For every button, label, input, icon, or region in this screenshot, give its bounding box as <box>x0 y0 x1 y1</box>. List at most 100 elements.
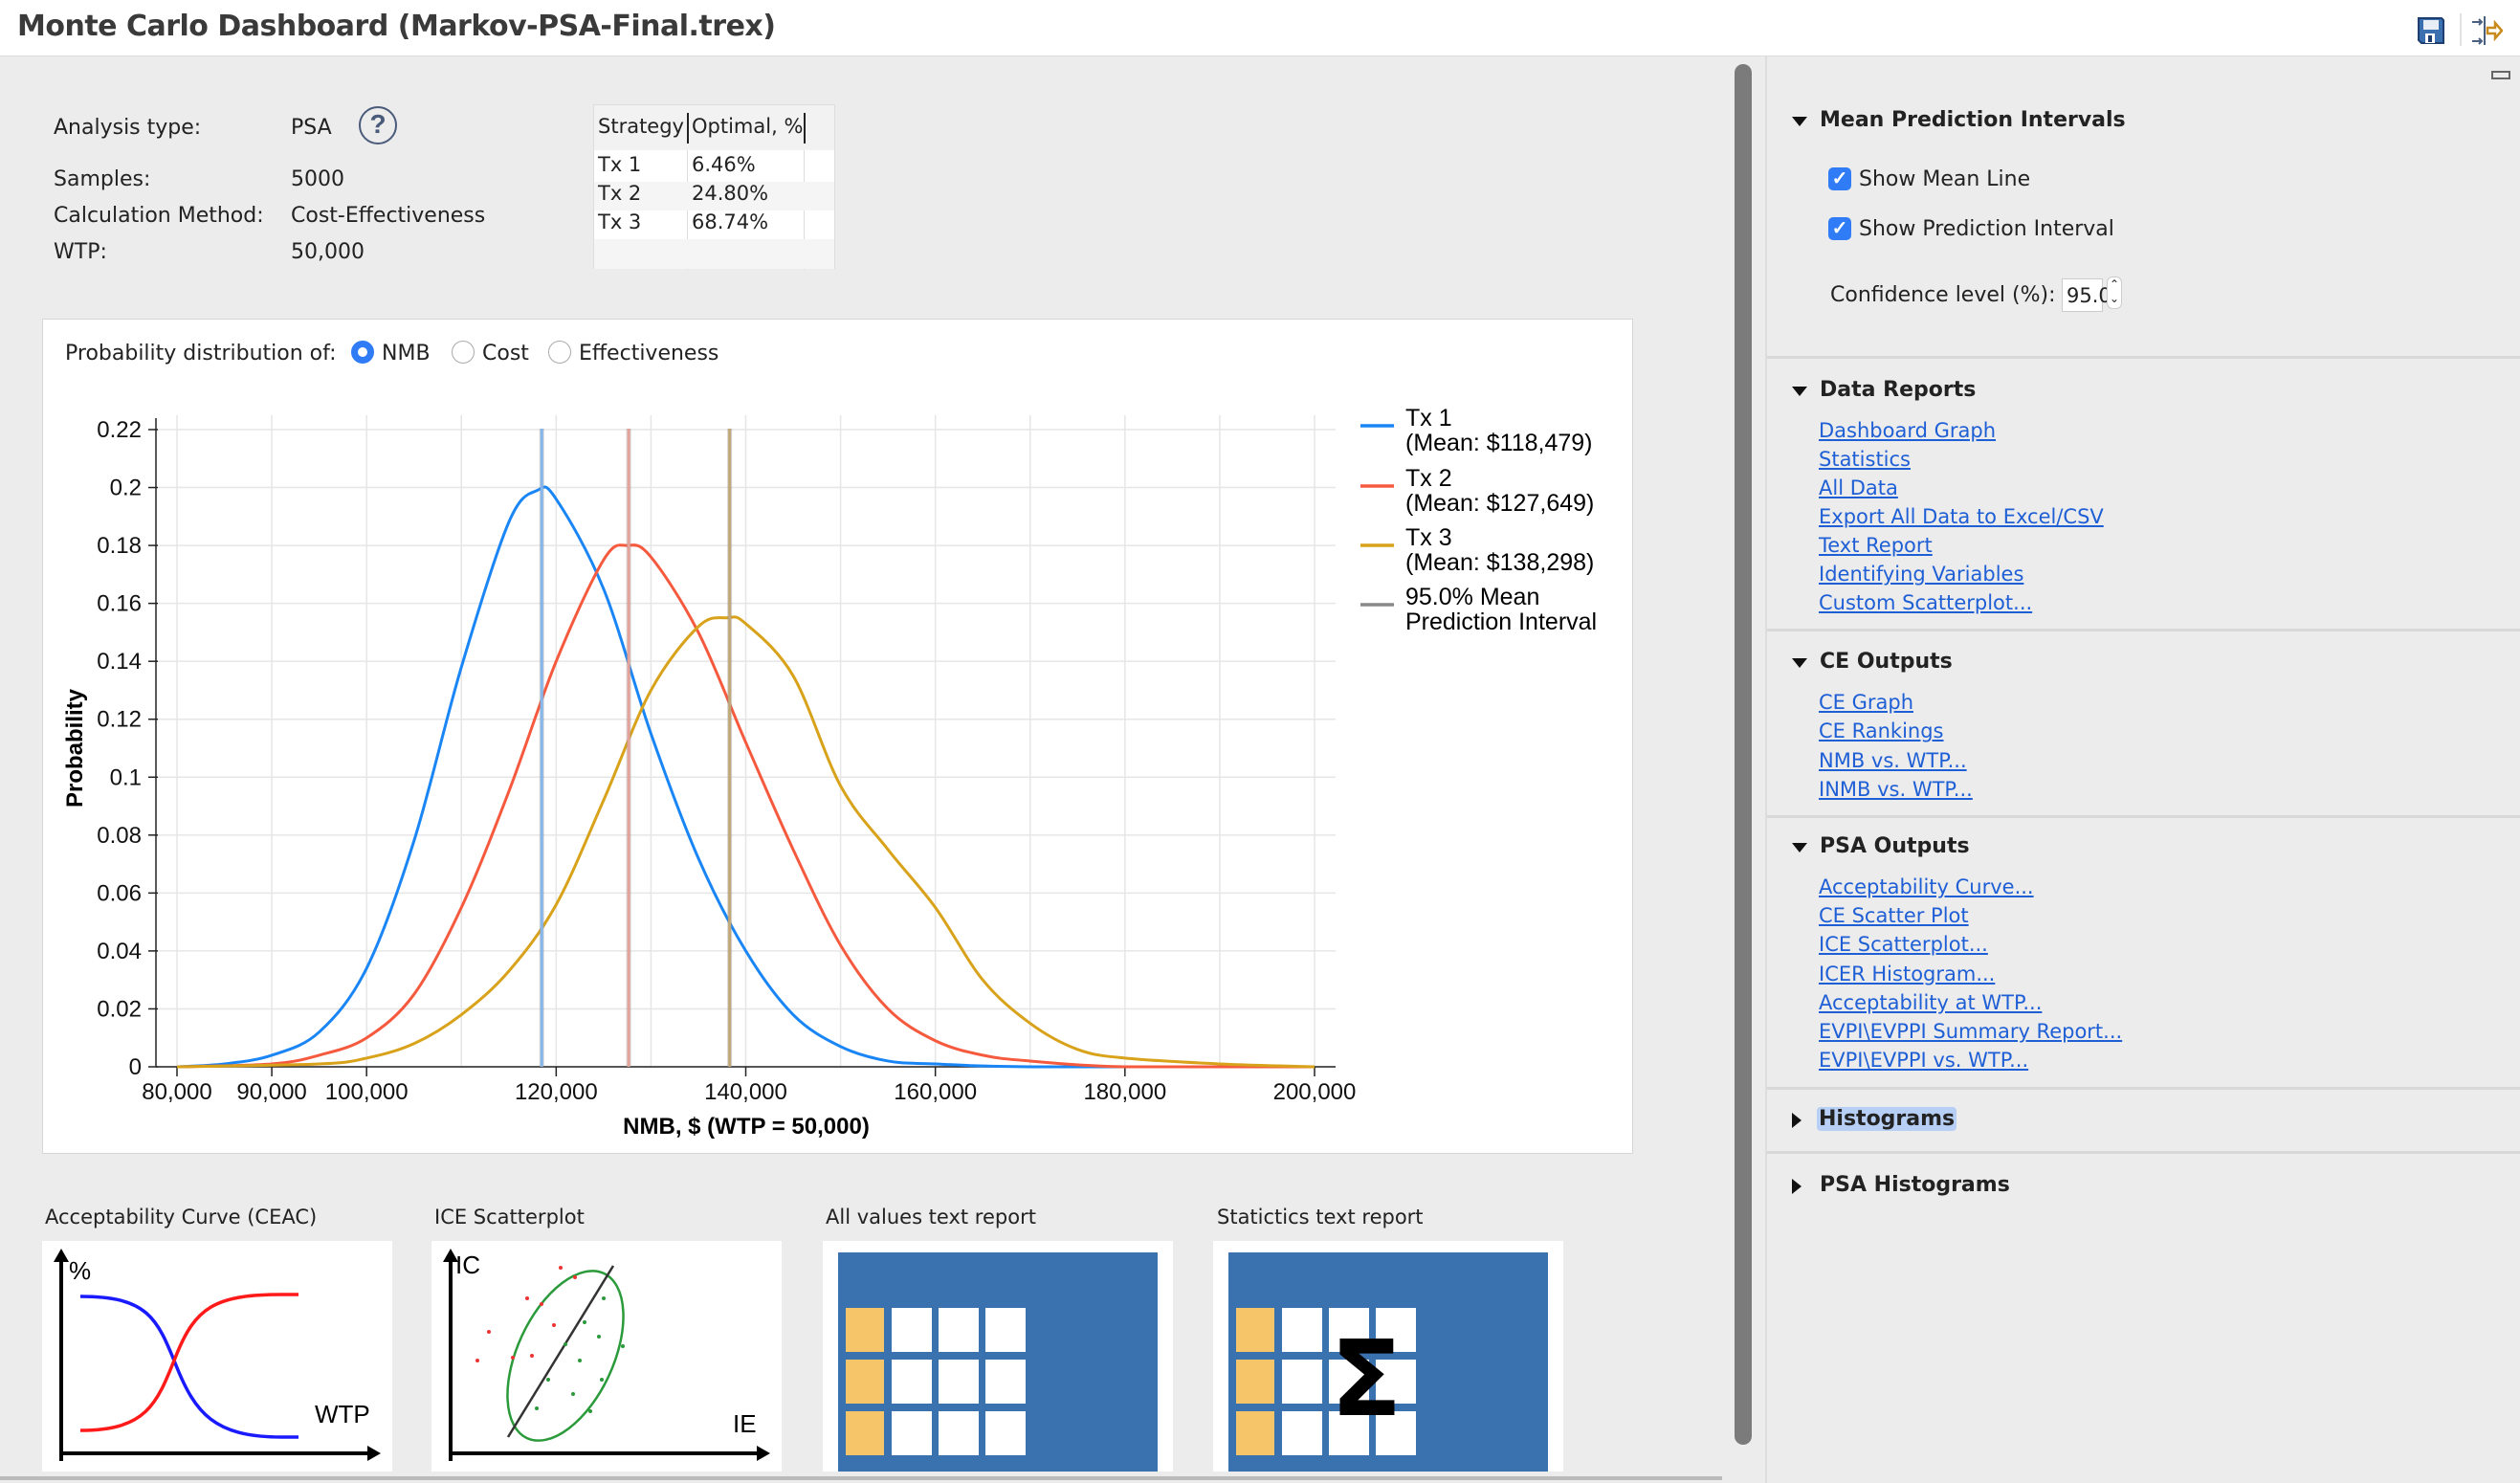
confidence-level-input[interactable]: 95.0 <box>2062 278 2111 312</box>
section-divider <box>1767 815 2520 818</box>
link-custom-scatterplot[interactable]: Custom Scatterplot... <box>1819 591 2033 614</box>
ceac-curve-icon: % WTP <box>54 1249 381 1461</box>
link-ce-scatter-plot[interactable]: CE Scatter Plot <box>1819 904 1969 928</box>
show-mean-line-label[interactable]: Show Mean Line <box>1859 167 2031 191</box>
link-identifying-variables[interactable]: Identifying Variables <box>1819 563 2024 586</box>
vertical-scrollbar[interactable] <box>1735 64 1752 1445</box>
radio-effectiveness-label[interactable]: Effectiveness <box>579 342 719 365</box>
link-ce-rankings[interactable]: CE Rankings <box>1819 719 1944 743</box>
table-cell <box>1282 1411 1322 1455</box>
radio-effectiveness[interactable] <box>548 341 571 364</box>
table-cell <box>1282 1360 1322 1404</box>
table-cell-header <box>846 1308 884 1352</box>
section-data-reports[interactable]: Data Reports <box>1820 378 1977 402</box>
show-prediction-interval-label[interactable]: Show Prediction Interval <box>1859 217 2114 241</box>
table-cell <box>1376 1360 1416 1404</box>
ceac-thumbnail[interactable]: % WTP <box>42 1241 392 1472</box>
link-export-all-data-to-excel-csv[interactable]: Export All Data to Excel/CSV <box>1819 505 2104 528</box>
legend-label: Tx 1 <box>1405 405 1452 432</box>
link-inmb-vs-wtp[interactable]: INMB vs. WTP... <box>1819 777 1973 801</box>
header-strategy[interactable]: Strategy <box>598 115 684 138</box>
show-mean-line-checkbox[interactable]: ✓ <box>1828 167 1851 190</box>
x-tick-label: 90,000 <box>236 1079 306 1105</box>
y-tick-label: 0.2 <box>110 476 142 501</box>
export-arrow-icon[interactable] <box>2470 14 2503 47</box>
y-tick-label: 0.02 <box>97 996 142 1022</box>
samples-label: Samples: <box>54 167 151 191</box>
all-values-report-thumbnail[interactable] <box>823 1241 1173 1472</box>
collapse-triangle-icon[interactable] <box>1792 658 1807 668</box>
link-ice-scatterplot[interactable]: ICE Scatterplot... <box>1819 933 1988 957</box>
link-evpi-evppi-vs-wtp[interactable]: EVPI\EVPPI vs. WTP... <box>1819 1049 2029 1073</box>
table-cell <box>1329 1308 1369 1352</box>
strategy-cell: Tx 3 <box>598 210 642 233</box>
radio-cost-label[interactable]: Cost <box>482 342 529 365</box>
link-nmb-vs-wtp[interactable]: NMB vs. WTP... <box>1819 748 1967 772</box>
table-cell <box>939 1411 979 1455</box>
strategy-cell: Tx 2 <box>598 182 642 205</box>
table-row[interactable]: Tx 1 6.46% <box>594 153 834 182</box>
link-ce-graph[interactable]: CE Graph <box>1819 691 1914 714</box>
link-acceptability-curve[interactable]: Acceptability Curve... <box>1819 875 2034 898</box>
thumbnail-ceac-label: Acceptability Curve (CEAC) <box>45 1206 318 1228</box>
radio-cost[interactable] <box>452 341 475 364</box>
table-row[interactable]: Tx 2 24.80% <box>594 182 834 210</box>
y-tick-label: 0.04 <box>97 939 142 964</box>
radio-nmb-label[interactable]: NMB <box>382 342 431 365</box>
link-dashboard-graph[interactable]: Dashboard Graph <box>1819 419 1997 442</box>
table-row[interactable]: Tx 3 68.74% <box>594 210 834 239</box>
thumbnail-allvalues-label: All values text report <box>826 1206 1036 1228</box>
link-text-report[interactable]: Text Report <box>1819 534 1933 557</box>
confidence-level-label: Confidence level (%): <box>1830 283 2056 307</box>
link-icer-histogram[interactable]: ICER Histogram... <box>1819 962 1996 985</box>
series-line-tx-3 <box>176 615 1315 1069</box>
wtp-value: 50,000 <box>291 240 365 264</box>
y-axis-label: Probability <box>62 688 88 808</box>
section-mean-prediction-intervals[interactable]: Mean Prediction Intervals <box>1820 108 2126 132</box>
ice-scatterplot-thumbnail[interactable]: IC IE <box>431 1241 782 1472</box>
legend-mean-label: (Mean: $127,649) <box>1405 490 1594 517</box>
link-acceptability-at-wtp[interactable]: Acceptability at WTP... <box>1819 990 2043 1014</box>
wtp-label: WTP: <box>54 240 107 264</box>
link-evpi-evppi-summary-report[interactable]: EVPI\EVPPI Summary Report... <box>1819 1020 2123 1043</box>
section-divider <box>1767 629 2520 631</box>
confidence-level-stepper[interactable]: ⌃ ⌄ <box>2107 277 2122 309</box>
link-all-data[interactable]: All Data <box>1819 476 1898 499</box>
y-tick-label: 0.14 <box>97 649 142 675</box>
section-psa-outputs[interactable]: PSA Outputs <box>1820 834 1970 858</box>
table-cell <box>1329 1411 1369 1455</box>
strategy-cell: Tx 1 <box>598 153 642 176</box>
table-cell <box>1329 1360 1369 1404</box>
expand-triangle-icon[interactable] <box>1792 1113 1802 1128</box>
calculation-method-label: Calculation Method: <box>54 204 264 228</box>
collapse-triangle-icon[interactable] <box>1792 117 1807 126</box>
table-report-icon <box>838 1252 1158 1472</box>
section-histograms[interactable]: Histograms <box>1817 1107 1957 1131</box>
table-cell-header <box>1236 1411 1274 1455</box>
section-psa-histograms[interactable]: PSA Histograms <box>1820 1173 2010 1197</box>
section-ce-outputs[interactable]: CE Outputs <box>1820 650 1953 674</box>
header-optimal[interactable]: Optimal, % <box>692 115 804 138</box>
table-cell <box>985 1411 1026 1455</box>
options-panel: Mean Prediction Intervals ✓ Show Mean Li… <box>1765 56 2520 1483</box>
table-header: Strategy Optimal, % <box>594 105 834 150</box>
table-row-empty <box>594 239 834 269</box>
save-icon[interactable] <box>2417 16 2445 45</box>
show-prediction-interval-checkbox[interactable]: ✓ <box>1828 217 1851 240</box>
y-tick-label: 0.22 <box>97 417 142 443</box>
link-statistics[interactable]: Statistics <box>1819 448 1911 471</box>
table-cell <box>939 1360 979 1404</box>
ice-scatter-icon: IC IE <box>443 1249 770 1461</box>
expand-triangle-icon[interactable] <box>1792 1179 1802 1194</box>
minimize-icon[interactable] <box>2491 71 2510 79</box>
legend-label: Prediction Interval <box>1405 609 1597 635</box>
radio-nmb[interactable] <box>351 341 374 364</box>
y-tick-label: 0.08 <box>97 823 142 849</box>
legend-label: Tx 2 <box>1405 465 1452 492</box>
statistics-report-thumbnail[interactable]: Σ <box>1213 1241 1563 1472</box>
series-line-tx-2 <box>176 543 1315 1069</box>
collapse-triangle-icon[interactable] <box>1792 843 1807 852</box>
table-cell <box>985 1360 1026 1404</box>
collapse-triangle-icon[interactable] <box>1792 387 1807 396</box>
help-icon[interactable]: ? <box>359 106 397 144</box>
